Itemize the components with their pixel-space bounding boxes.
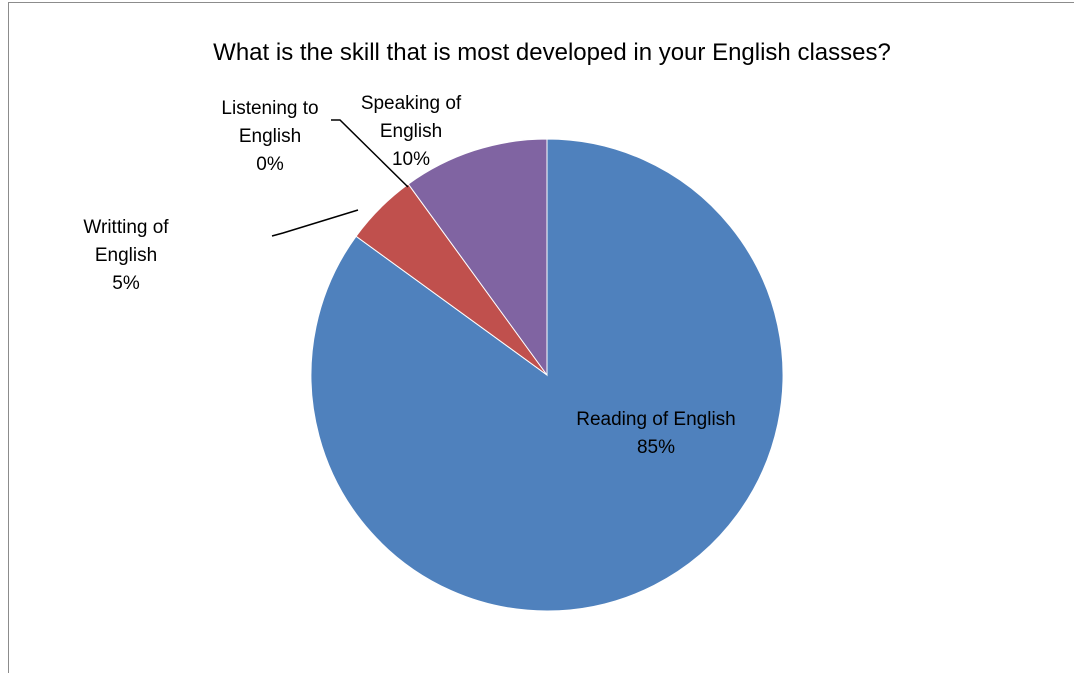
pie-slice-speaking-of-english — [407, 138, 548, 377]
chart-area — [8, 2, 1074, 673]
leader-line-listening-to-english — [331, 119, 409, 188]
data-label-listening-to-english: Listening to English 0% — [221, 98, 318, 175]
data-label-reading-of-english: Reading of English 85% — [576, 409, 736, 458]
chart-title: What is the skill that is most developed… — [213, 39, 891, 66]
data-label-speaking-of-english: Speaking of English 10% — [361, 93, 462, 170]
leader-line-writting-of-english — [271, 209, 359, 237]
data-label-writting-of-english: Writting of English 5% — [83, 217, 169, 294]
